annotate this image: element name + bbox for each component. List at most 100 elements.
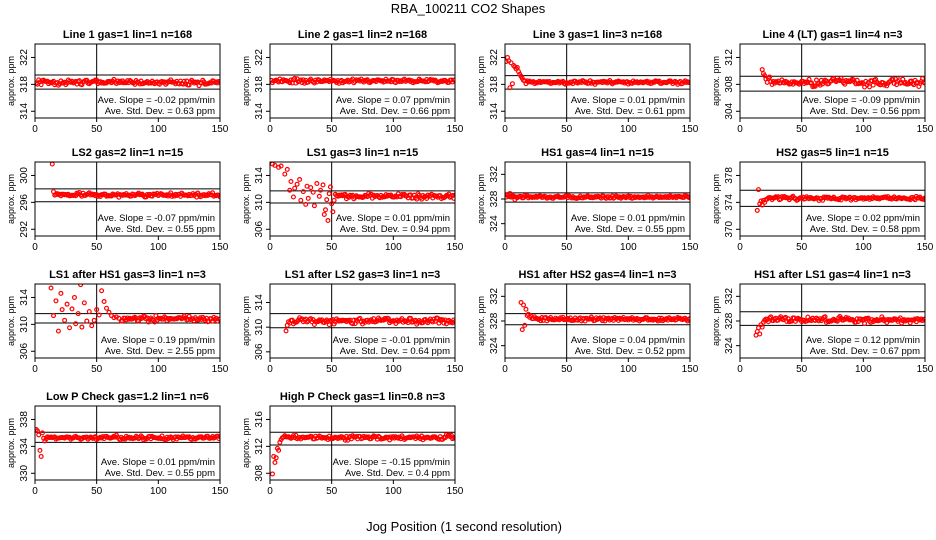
ave-slope-annotation: Ave. Slope = -0.09 ppm/min <box>803 95 920 106</box>
plot-frame <box>269 43 456 119</box>
x-tick-label: 50 <box>326 364 338 375</box>
data-point <box>451 317 455 323</box>
y-tick-label: 314 <box>254 167 265 184</box>
y-tick-label: 322 <box>19 49 30 66</box>
data-point <box>59 307 65 313</box>
data-point <box>311 203 317 209</box>
chart-panel: High P Check gas=1 lin=0.8 n=3 0 50 100 150 3… <box>241 391 464 497</box>
x-tick-label: 0 <box>737 242 743 253</box>
chart-title: LS1 gas=3 lin=1 n=15 <box>307 147 419 159</box>
x-tick-label: 0 <box>267 364 273 375</box>
y-tick-label: 338 <box>19 411 30 428</box>
figure-xlabel: Jog Position (1 second resolution) <box>366 519 562 534</box>
x-tick-label: 50 <box>796 124 808 135</box>
data-point <box>331 197 337 203</box>
x-tick-label: 0 <box>737 124 743 135</box>
data-point <box>69 306 75 312</box>
x-tick-label: 50 <box>91 124 103 135</box>
x-tick-label: 50 <box>91 486 103 497</box>
y-tick-label: 310 <box>254 194 265 211</box>
y-tick-label: 312 <box>254 438 265 455</box>
chart-title: LS2 gas=2 lin=1 n=15 <box>72 147 184 159</box>
data-point <box>38 453 44 459</box>
data-point <box>217 194 220 200</box>
chart-title: Line 2 gas=1 lin=2 n=168 <box>298 29 427 41</box>
ave-std-dev-annotation: Ave. Std. Dev. = 0.58 ppm <box>810 224 920 235</box>
data-point <box>39 430 45 436</box>
chart-title: Line 1 gas=1 lin=1 n=168 <box>63 29 192 41</box>
x-tick-label: 0 <box>32 242 38 253</box>
chart-title: Low P Check gas=1.2 lin=1 n=6 <box>46 391 209 403</box>
chart-panel: Low P Check gas=1.2 lin=1 n=6 0 50 100 150 33… <box>6 391 229 497</box>
y-tick-label: 318 <box>19 76 30 93</box>
chart-panel: HS2 gas=5 lin=1 n=15 0 50 100 150 370 374 378ap… <box>711 147 934 253</box>
y-tick-label: 324 <box>489 215 500 232</box>
plot-frame <box>34 405 221 481</box>
data-point <box>324 197 330 203</box>
ave-slope-annotation: Ave. Slope = 0.01 ppm/min <box>101 457 215 468</box>
data-point <box>278 163 284 169</box>
data-point <box>759 202 765 208</box>
x-tick-label: 150 <box>447 124 464 135</box>
y-tick-label: 312 <box>724 49 735 66</box>
data-point <box>452 77 455 83</box>
y-tick-label: 306 <box>254 220 265 237</box>
x-tick-label: 0 <box>267 124 273 135</box>
ave-std-dev-annotation: Ave. Std. Dev. = 0.52 ppm <box>575 346 685 357</box>
chart-panel: Line 1 gas=1 lin=1 n=168 0 50 100 150 314 318 3… <box>6 29 229 135</box>
ave-std-dev-annotation: Ave. Std. Dev. = 0.61 ppm <box>575 106 685 117</box>
plot-area <box>270 284 455 358</box>
y-axis-label: approx. ppm <box>711 174 721 224</box>
x-tick-label: 0 <box>267 486 273 497</box>
plot-area <box>505 44 690 118</box>
data-point <box>329 201 335 207</box>
ave-slope-annotation: Ave. Slope = 0.02 ppm/min <box>806 213 920 224</box>
data-point <box>272 460 278 466</box>
y-axis-label: approx. ppm <box>241 56 251 106</box>
x-tick-label: 150 <box>212 124 229 135</box>
y-tick-label: 324 <box>489 337 500 354</box>
data-point <box>759 324 765 330</box>
x-tick-label: 100 <box>620 124 637 135</box>
data-point <box>755 187 761 193</box>
x-tick-label: 50 <box>796 242 808 253</box>
y-tick-label: 300 <box>19 167 30 184</box>
data-point <box>290 194 296 200</box>
x-tick-label: 150 <box>212 364 229 375</box>
chart-panel: LS1 after HS1 gas=3 lin=1 n=3 0 50 100 150 30… <box>6 269 229 375</box>
x-tick-label: 100 <box>150 364 167 375</box>
x-tick-label: 0 <box>502 242 508 253</box>
chart-panel: LS1 after LS2 gas=3 lin=1 n=3 0 50 100 150 30… <box>241 269 464 375</box>
data-point <box>99 288 105 294</box>
plot-area <box>35 284 220 358</box>
y-axis-label: approx. ppm <box>476 174 486 224</box>
y-tick-label: 304 <box>724 102 735 119</box>
data-point <box>292 75 298 81</box>
y-tick-label: 378 <box>724 167 735 184</box>
x-tick-label: 0 <box>502 124 508 135</box>
ave-std-dev-annotation: Ave. Std. Dev. = 0.56 ppm <box>810 106 920 117</box>
ave-slope-annotation: Ave. Slope = 0.19 ppm/min <box>101 335 215 346</box>
y-axis-label: approx. ppm <box>6 418 16 468</box>
data-point <box>321 211 327 217</box>
x-tick-label: 150 <box>212 486 229 497</box>
data-point <box>217 79 220 85</box>
x-tick-label: 0 <box>737 364 743 375</box>
chart-panel: HS1 after HS2 gas=4 lin=1 n=3 0 50 100 150 32… <box>476 269 699 375</box>
ave-slope-annotation: Ave. Slope = 0.01 ppm/min <box>571 95 685 106</box>
y-tick-label: 314 <box>254 102 265 119</box>
data-point <box>870 82 876 88</box>
x-tick-label: 0 <box>32 486 38 497</box>
y-tick-label: 318 <box>254 76 265 93</box>
data-point <box>862 321 868 327</box>
ave-std-dev-annotation: Ave. Std. Dev. = 0.55 ppm <box>105 468 215 479</box>
ave-slope-annotation: Ave. Slope = 0.01 ppm/min <box>336 213 450 224</box>
plot-frame <box>34 161 221 237</box>
data-point <box>91 317 97 323</box>
x-tick-label: 150 <box>447 364 464 375</box>
y-axis-label: approx. ppm <box>241 174 251 224</box>
data-point <box>310 189 316 195</box>
x-tick-label: 50 <box>91 364 103 375</box>
x-tick-label: 150 <box>682 124 699 135</box>
data-point <box>116 315 122 321</box>
